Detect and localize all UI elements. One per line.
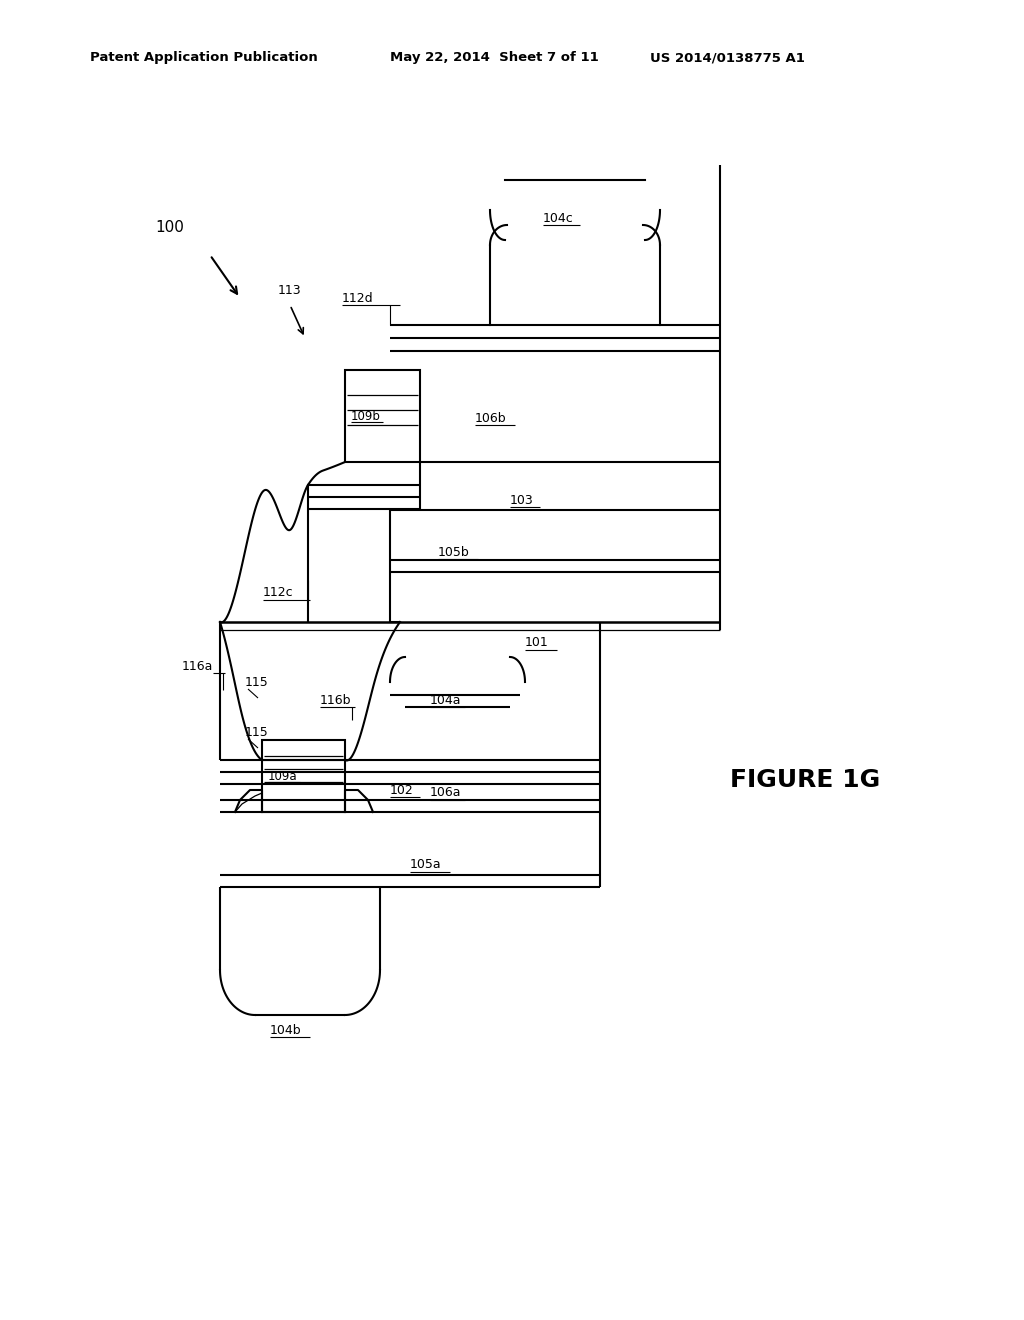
Text: 104a: 104a bbox=[430, 693, 462, 706]
Text: 106b: 106b bbox=[475, 412, 507, 425]
Text: 112d: 112d bbox=[342, 292, 374, 305]
Text: 100: 100 bbox=[155, 220, 184, 235]
Text: 104c: 104c bbox=[543, 211, 573, 224]
Text: May 22, 2014  Sheet 7 of 11: May 22, 2014 Sheet 7 of 11 bbox=[390, 51, 599, 65]
Text: 112c: 112c bbox=[263, 586, 294, 599]
Text: US 2014/0138775 A1: US 2014/0138775 A1 bbox=[650, 51, 805, 65]
Text: 115: 115 bbox=[245, 676, 268, 689]
Bar bbox=[345, 370, 420, 462]
Text: 104b: 104b bbox=[270, 1023, 302, 1036]
Text: 105a: 105a bbox=[410, 858, 441, 871]
Text: Patent Application Publication: Patent Application Publication bbox=[90, 51, 317, 65]
Text: 113: 113 bbox=[278, 284, 302, 297]
Text: 105b: 105b bbox=[438, 545, 470, 558]
Text: 116b: 116b bbox=[319, 693, 351, 706]
Text: 109a: 109a bbox=[268, 770, 298, 783]
Text: 103: 103 bbox=[510, 494, 534, 507]
Text: 116a: 116a bbox=[181, 660, 213, 673]
Text: 109b: 109b bbox=[351, 409, 381, 422]
Text: 106a: 106a bbox=[430, 787, 462, 800]
Text: FIGURE 1G: FIGURE 1G bbox=[730, 768, 881, 792]
Text: 101: 101 bbox=[525, 636, 549, 649]
Bar bbox=[262, 741, 345, 812]
Text: 102: 102 bbox=[390, 784, 414, 796]
Text: 115: 115 bbox=[245, 726, 268, 739]
